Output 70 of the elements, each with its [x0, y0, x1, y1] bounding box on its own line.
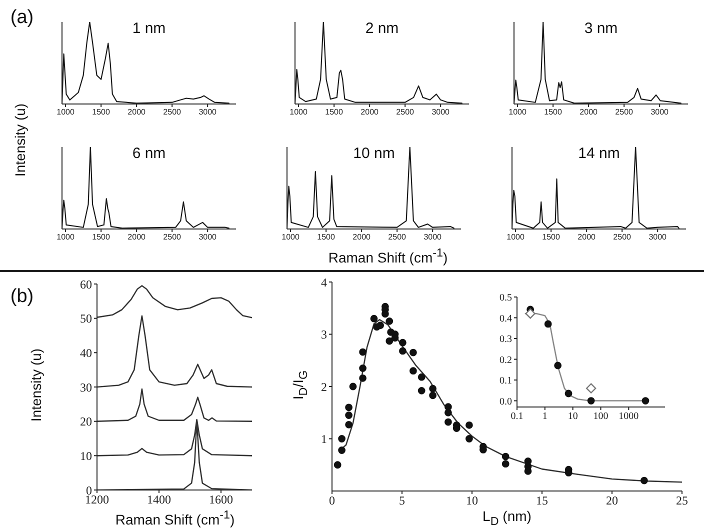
x-tick-label: 1000 [618, 411, 639, 422]
x-axis-title: Raman Shift (cm$^{-1}$) [115, 508, 235, 528]
x-tick-label: 1000 [508, 108, 527, 117]
x-tick-label: 2000 [352, 232, 372, 242]
x-tick-label: 1000 [506, 232, 525, 242]
x-tick-label: 1500 [92, 232, 111, 242]
x-tick-label: 3000 [198, 232, 218, 242]
x-tick-label: 3000 [648, 232, 668, 242]
x-tick-label: 1600 [209, 492, 233, 507]
y-tick-label: 50 [80, 312, 92, 326]
y-tick-label: 0.3 [500, 334, 512, 346]
y-tick-label: 0.0 [500, 396, 512, 408]
y-axis-title: Intensity (u) [28, 348, 44, 422]
x-tick-label: 2000 [128, 108, 146, 117]
x-tick-label: 2000 [128, 232, 146, 242]
x-tick-label: 10 [568, 411, 578, 422]
x-tick-label: 3000 [198, 108, 218, 117]
x-tick-label: 10 [466, 494, 478, 508]
text: (a) [10, 7, 34, 29]
x-tick-label: 2500 [613, 232, 632, 242]
x-tick-label: 2500 [163, 108, 182, 117]
x-axis-title: Raman Shift (cm$^{-1}$) [328, 246, 448, 266]
x-tick-label: 2500 [396, 108, 415, 117]
x-tick-label: 1000 [290, 108, 308, 117]
x-tick-label: 1 [542, 411, 548, 422]
x-tick-label: 100 [593, 411, 608, 422]
y-tick-label: 4 [321, 275, 327, 290]
y-tick-label: 0.5 [500, 292, 512, 304]
x-tick-label: 3000 [650, 108, 670, 117]
y-tick-label: 30 [80, 380, 92, 394]
x-tick-label: 20 [606, 494, 618, 508]
y-tick-label: 40 [80, 346, 92, 360]
chart-title: 3 nm [583, 20, 619, 37]
x-tick-label: 3000 [424, 232, 442, 242]
x-tick-label: 2000 [360, 108, 380, 117]
x-tick-label: 3000 [432, 108, 450, 117]
y-tick-label: 60 [80, 277, 92, 292]
x-tick-label: 15 [536, 494, 548, 508]
x-tick-label: 5 [399, 494, 405, 508]
x-tick-label: 1000 [56, 108, 75, 117]
x-tick-label: 1000 [56, 232, 75, 242]
x-axis-title: L$_{D}$ (nm) [482, 508, 532, 528]
y-tick-label: 2 [321, 380, 327, 394]
x-tick-label: 2500 [388, 232, 407, 242]
x-tick-label: 0.1 [510, 411, 524, 422]
x-tick-label: 1500 [325, 108, 344, 117]
text: (b) [10, 286, 34, 308]
x-tick-label: 1500 [544, 108, 563, 117]
y-axis-title: Intensity (u) [12, 103, 28, 177]
x-tick-label: 1500 [317, 232, 336, 242]
y-tick-label: 0.4 [500, 313, 512, 324]
x-tick-label: 2000 [580, 108, 598, 117]
chart-title: 14 nm [577, 145, 621, 162]
chart-title: 6 nm [131, 145, 167, 162]
x-tick-label: 2000 [578, 232, 596, 242]
chart-title: 1 nm [131, 20, 167, 37]
y-tick-label: 0.1 [500, 376, 512, 387]
y-tick-label: 0.2 [500, 354, 512, 366]
x-tick-label: 2500 [163, 232, 182, 242]
y-tick-label: 3 [321, 328, 327, 342]
x-tick-label: 1500 [92, 108, 111, 117]
chart-title: 10 nm [352, 145, 396, 162]
x-tick-label: 2500 [615, 108, 634, 117]
x-tick-label: 1000 [282, 232, 300, 242]
x-tick-label: 25 [676, 494, 688, 508]
y-tick-label: 10 [80, 448, 92, 463]
x-tick-label: 1500 [542, 232, 561, 242]
x-tick-label: 1400 [147, 492, 171, 507]
chart-title: 2 nm [364, 20, 400, 37]
y-tick-label: 1 [321, 432, 327, 446]
